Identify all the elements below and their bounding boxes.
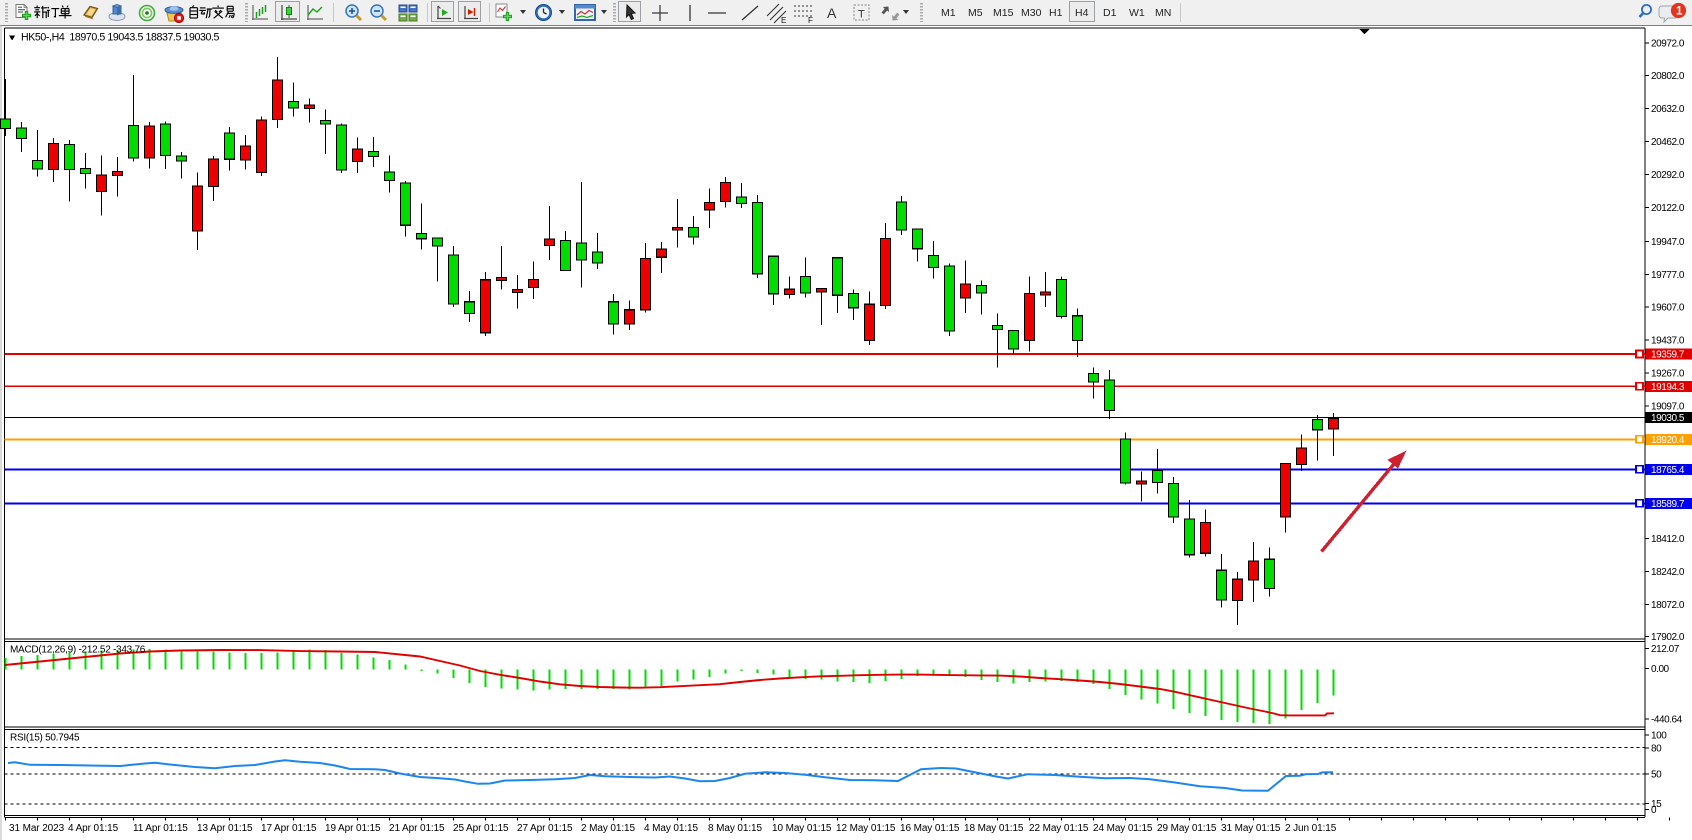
svg-text:19947.0: 19947.0 xyxy=(1651,237,1685,248)
svg-text:21 Apr 01:15: 21 Apr 01:15 xyxy=(389,823,445,834)
svg-text:2 Jun 01:15: 2 Jun 01:15 xyxy=(1285,823,1337,834)
svg-text:15: 15 xyxy=(1651,799,1662,810)
svg-text:8 May 01:15: 8 May 01:15 xyxy=(708,823,762,834)
svg-text:20632.0: 20632.0 xyxy=(1651,104,1685,115)
svg-text:F: F xyxy=(808,16,813,24)
svg-text:19359.7: 19359.7 xyxy=(1651,350,1685,361)
svg-text:20122.0: 20122.0 xyxy=(1651,203,1685,214)
svg-text:18765.4: 18765.4 xyxy=(1651,465,1685,476)
svg-text:20802.0: 20802.0 xyxy=(1651,71,1685,82)
svg-text:-440.64: -440.64 xyxy=(1651,715,1683,726)
svg-text:18072.0: 18072.0 xyxy=(1651,600,1685,611)
svg-text:13 Apr 01:15: 13 Apr 01:15 xyxy=(197,823,253,834)
svg-text:1: 1 xyxy=(1676,6,1683,18)
svg-text:19030.5: 19030.5 xyxy=(1651,413,1685,424)
svg-text:19194.3: 19194.3 xyxy=(1651,382,1685,393)
svg-text:50: 50 xyxy=(1651,770,1662,781)
svg-text:0.00: 0.00 xyxy=(1651,664,1670,675)
svg-text:212.07: 212.07 xyxy=(1651,644,1680,655)
svg-text:100: 100 xyxy=(1651,730,1667,741)
svg-text:27 Apr 01:15: 27 Apr 01:15 xyxy=(517,823,573,834)
svg-text:20292.0: 20292.0 xyxy=(1651,170,1685,181)
svg-text:2 May 01:15: 2 May 01:15 xyxy=(581,823,635,834)
svg-text:18242.0: 18242.0 xyxy=(1651,567,1685,578)
svg-text:16 May 01:15: 16 May 01:15 xyxy=(900,823,960,834)
svg-text:22 May 01:15: 22 May 01:15 xyxy=(1029,823,1089,834)
svg-text:4 Apr 01:15: 4 Apr 01:15 xyxy=(68,823,119,834)
svg-text:80: 80 xyxy=(1651,743,1662,754)
svg-text:MACD(12,26,9) -212.52 -343.76: MACD(12,26,9) -212.52 -343.76 xyxy=(10,645,146,656)
svg-text:10 May 01:15: 10 May 01:15 xyxy=(772,823,832,834)
svg-text:19097.0: 19097.0 xyxy=(1651,402,1685,413)
svg-text:4 May 01:15: 4 May 01:15 xyxy=(644,823,698,834)
svg-text:19267.0: 19267.0 xyxy=(1651,369,1685,380)
svg-text:11 Apr 01:15: 11 Apr 01:15 xyxy=(133,823,188,834)
svg-text:18589.7: 18589.7 xyxy=(1651,499,1685,510)
svg-text:HK50-,H4 18970.5 19043.5 1883: HK50-,H4 18970.5 19043.5 18837.5 19030.5 xyxy=(21,32,220,44)
svg-text:0: 0 xyxy=(1651,805,1657,816)
svg-text:12 May 01:15: 12 May 01:15 xyxy=(836,823,896,834)
svg-text:19 Apr 01:15: 19 Apr 01:15 xyxy=(325,823,381,834)
svg-text:19777.0: 19777.0 xyxy=(1651,270,1685,281)
svg-text:E: E xyxy=(781,16,786,24)
svg-text:20462.0: 20462.0 xyxy=(1651,137,1685,148)
svg-text:31 Mar 2023: 31 Mar 2023 xyxy=(9,823,65,834)
svg-text:24 May 01:15: 24 May 01:15 xyxy=(1093,823,1153,834)
svg-text:RSI(15) 50.7945: RSI(15) 50.7945 xyxy=(10,733,80,744)
svg-text:17 Apr 01:15: 17 Apr 01:15 xyxy=(261,823,317,834)
svg-text:T: T xyxy=(858,9,865,21)
svg-text:25 Apr 01:15: 25 Apr 01:15 xyxy=(453,823,509,834)
svg-text:31 May 01:15: 31 May 01:15 xyxy=(1221,823,1281,834)
svg-text:18920.4: 18920.4 xyxy=(1651,435,1685,446)
svg-text:18 May 01:15: 18 May 01:15 xyxy=(964,823,1024,834)
svg-text:20972.0: 20972.0 xyxy=(1651,39,1685,50)
svg-text:19607.0: 19607.0 xyxy=(1651,303,1685,314)
svg-text:18412.0: 18412.0 xyxy=(1651,534,1685,545)
svg-text:29 May 01:15: 29 May 01:15 xyxy=(1157,823,1217,834)
svg-text:17902.0: 17902.0 xyxy=(1651,632,1685,643)
svg-text:19437.0: 19437.0 xyxy=(1651,336,1685,347)
